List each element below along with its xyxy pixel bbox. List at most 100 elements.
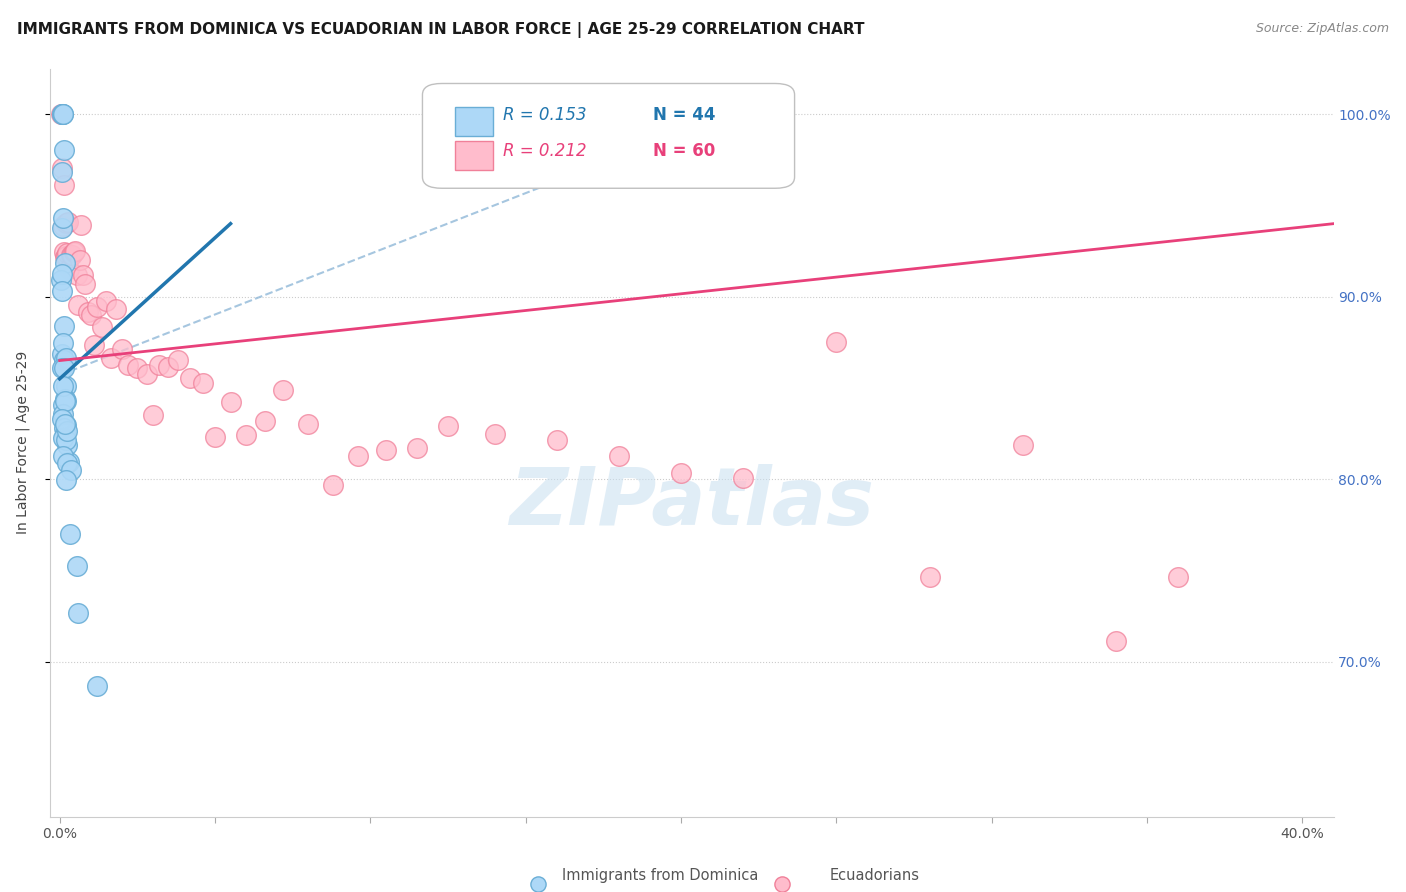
Point [53, 244, 76, 259]
Point [52, 361, 75, 376]
Point [297, 417, 319, 431]
Point [83, 338, 105, 352]
Point [76, 305, 98, 319]
Point [56, 456, 79, 470]
Point [53, 392, 76, 406]
Point [63, 244, 86, 259]
Text: Immigrants from Dominica: Immigrants from Dominica [562, 869, 759, 883]
Point [204, 430, 226, 444]
Point [52, 450, 75, 464]
Point [1105, 634, 1128, 648]
Point [253, 414, 276, 428]
Point [53, 417, 76, 432]
Point [179, 371, 201, 385]
Point [55, 393, 77, 408]
Point [51, 161, 73, 176]
Point [53, 256, 76, 270]
Point [607, 449, 630, 463]
Point [374, 442, 396, 457]
Point [100, 351, 122, 365]
Point [58, 261, 80, 276]
Point [67, 298, 90, 312]
Point [51, 361, 73, 376]
Point [55, 434, 77, 448]
Point [484, 426, 506, 441]
Point [70, 218, 93, 232]
Point [322, 478, 344, 492]
Point [58, 527, 80, 541]
Point [56, 245, 79, 260]
Point [67, 606, 90, 620]
FancyBboxPatch shape [454, 141, 494, 169]
Point [406, 441, 429, 455]
Point [51, 267, 73, 281]
Point [51, 107, 73, 121]
Point [52, 178, 75, 192]
Point [546, 433, 568, 447]
Point [157, 360, 180, 375]
FancyBboxPatch shape [422, 84, 794, 188]
Y-axis label: In Labor Force | Age 25-29: In Labor Force | Age 25-29 [15, 351, 30, 534]
Point [1011, 438, 1033, 452]
Point [191, 376, 214, 390]
Point [51, 107, 73, 121]
Point [51, 347, 73, 361]
Point [52, 211, 75, 225]
Point [59, 463, 82, 477]
Point [66, 558, 89, 573]
Point [53, 425, 76, 440]
Point [437, 418, 460, 433]
Point [90, 320, 112, 334]
Point [86, 300, 108, 314]
Point [56, 438, 79, 452]
Point [918, 570, 941, 584]
Point [51, 107, 73, 121]
Point [69, 252, 91, 267]
Point [111, 342, 134, 356]
Point [55, 474, 77, 488]
Point [53, 319, 76, 334]
Point [55, 351, 77, 365]
Point [56, 425, 79, 439]
Point [53, 353, 76, 368]
Text: ZIPatlas: ZIPatlas [509, 464, 875, 541]
FancyBboxPatch shape [454, 107, 494, 136]
Text: Source: ZipAtlas.com: Source: ZipAtlas.com [1256, 22, 1389, 36]
Point [51, 164, 73, 178]
Point [733, 471, 755, 485]
Point [51, 220, 73, 235]
Point [51, 411, 73, 425]
Point [86, 679, 108, 693]
Point [53, 420, 76, 434]
Text: N = 44: N = 44 [654, 106, 716, 124]
Point [347, 449, 370, 463]
Point [53, 394, 76, 409]
Text: R = 0.212: R = 0.212 [503, 142, 586, 160]
Point [142, 409, 165, 423]
Point [53, 250, 76, 264]
Point [669, 466, 692, 480]
Text: R = 0.153: R = 0.153 [503, 106, 586, 124]
Point [52, 398, 75, 412]
Point [51, 284, 73, 298]
Point [117, 358, 139, 372]
Point [58, 455, 80, 469]
Point [52, 407, 75, 421]
Text: Ecuadorians: Ecuadorians [830, 869, 920, 883]
Point [52, 379, 75, 393]
Point [104, 301, 127, 316]
Point [825, 334, 848, 349]
Point [62, 244, 84, 259]
Point [219, 395, 242, 409]
Point [59, 248, 82, 262]
Point [1167, 570, 1189, 584]
Point [52, 431, 75, 445]
Point [52, 219, 75, 234]
Point [60, 248, 83, 262]
Point [51, 273, 73, 287]
Point [148, 358, 170, 372]
Point [127, 360, 149, 375]
Point [52, 107, 75, 121]
Point [73, 277, 96, 292]
Point [55, 418, 77, 433]
